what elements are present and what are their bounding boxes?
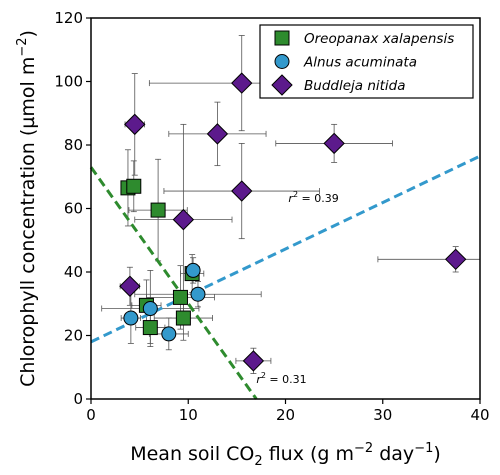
data-point: [124, 113, 146, 136]
x-tick-label: 20: [276, 406, 295, 424]
y-tick-label: 100: [54, 73, 83, 91]
data-point: [161, 326, 177, 342]
data-point: [123, 310, 139, 326]
legend-label: Alnus acuminata: [303, 55, 417, 71]
data-point: [206, 123, 229, 145]
data-point: [172, 208, 195, 231]
legend: Oreopanax xalapensis Alnus acuminata Buddl…: [259, 24, 474, 99]
legend-box: [259, 24, 474, 99]
legend-label: Buddleja nitida: [304, 78, 406, 94]
data-point: [175, 310, 191, 326]
y-tick-label: 60: [64, 200, 83, 218]
r2-label: r2 = 0.39: [288, 190, 338, 205]
data-point: [185, 262, 201, 278]
axis-ticks: 0 10 20 30 40 0 20 40 60 80 100 120: [54, 9, 489, 424]
legend-marker: [274, 30, 290, 46]
x-tick-label: 0: [86, 406, 96, 424]
data-point: [190, 286, 206, 302]
x-tick-label: 10: [179, 406, 198, 424]
x-axis-label: Mean soil CO2 flux (g m−2 day−1): [130, 441, 441, 469]
data-point: [323, 132, 345, 155]
r2-annotations: r2 = 0.31 r2 = 0.39: [256, 190, 338, 386]
r2-label: r2 = 0.31: [256, 371, 306, 386]
data-point: [231, 180, 253, 202]
data-point: [242, 350, 265, 372]
regression-line: [89, 166, 258, 400]
data-points: [119, 72, 467, 372]
y-tick-label: 40: [64, 263, 83, 281]
y-tick-label: 20: [64, 327, 83, 345]
y-tick-label: 120: [54, 9, 83, 27]
data-point: [444, 248, 467, 271]
legend-marker: [271, 74, 293, 96]
data-point: [142, 301, 158, 317]
y-axis-label: Chlorophyll concentration (µmol m−2): [15, 30, 39, 387]
data-point: [142, 320, 158, 336]
y-tick-label: 0: [73, 390, 83, 408]
data-point: [231, 72, 253, 94]
data-point: [126, 178, 142, 194]
legend-label: Oreopanax xalapensis: [304, 31, 454, 47]
x-tick-label: 30: [373, 406, 392, 424]
legend-marker: [274, 54, 290, 69]
x-tick-label: 40: [470, 406, 489, 424]
y-tick-label: 80: [64, 136, 83, 154]
data-point: [119, 275, 141, 297]
data-point: [172, 289, 188, 305]
regression-lines: [89, 154, 481, 400]
data-point: [150, 202, 166, 218]
